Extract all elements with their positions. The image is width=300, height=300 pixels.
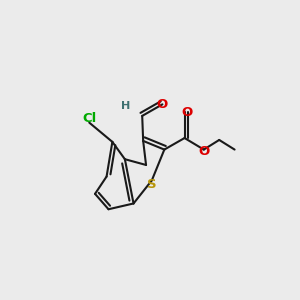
Text: H: H [121, 101, 130, 111]
Text: O: O [198, 145, 209, 158]
Text: O: O [157, 98, 168, 111]
Text: O: O [182, 106, 193, 118]
Text: S: S [147, 178, 157, 191]
Text: Cl: Cl [82, 112, 96, 125]
